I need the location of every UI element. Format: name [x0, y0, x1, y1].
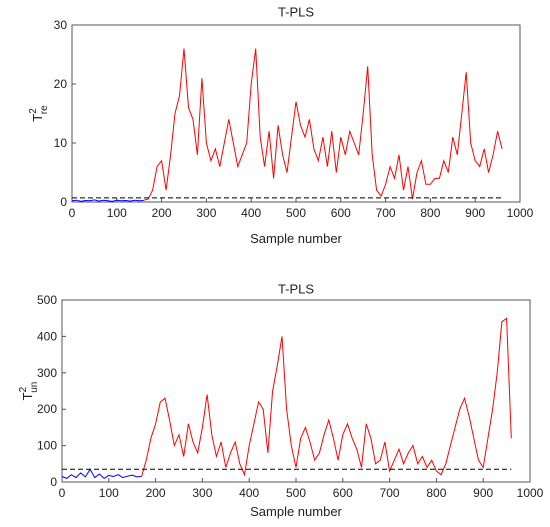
x-tick-label: 0: [59, 486, 66, 500]
y-tick-label: 200: [37, 402, 57, 416]
chart-title: T-PLS: [278, 4, 314, 19]
y-tick-label: 30: [54, 18, 68, 32]
x-tick-label: 800: [426, 486, 446, 500]
x-tick-label: 100: [107, 206, 127, 220]
x-tick-label: 1000: [517, 486, 544, 500]
y-tick-label: 20: [54, 77, 68, 91]
y-tick-label: 300: [37, 366, 57, 380]
x-axis-label: Sample number: [250, 231, 342, 246]
y-label-sup: 2: [18, 386, 29, 392]
x-tick-label: 700: [380, 486, 400, 500]
x-tick-label: 900: [465, 206, 485, 220]
y-label-sub: un: [29, 382, 40, 393]
x-tick-label: 600: [333, 486, 353, 500]
x-tick-label: 400: [241, 206, 261, 220]
y-label-sub: re: [39, 105, 50, 114]
data-line: [141, 317, 512, 477]
y-tick-label: 500: [37, 293, 57, 307]
y-tick-label: 0: [60, 195, 67, 209]
data-line: [71, 199, 144, 202]
x-tick-label: 1000: [507, 206, 534, 220]
y-tick-label: 10: [54, 136, 68, 150]
x-tick-label: 600: [331, 206, 351, 220]
x-tick-label: 500: [286, 486, 306, 500]
x-tick-label: 300: [192, 486, 212, 500]
y-label-main: T: [20, 392, 35, 400]
data-line: [143, 48, 503, 201]
x-tick-label: 100: [99, 486, 119, 500]
y-label-main: T: [30, 114, 45, 122]
plot-area: [61, 299, 531, 483]
y-axis-label: T2un: [18, 382, 40, 401]
y-label-sup: 2: [28, 108, 39, 114]
x-axis-label: Sample number: [250, 504, 342, 519]
x-tick-label: 700: [376, 206, 396, 220]
y-tick-label: 400: [37, 329, 57, 343]
x-tick-label: 400: [239, 486, 259, 500]
x-tick-label: 500: [286, 206, 306, 220]
x-tick-label: 200: [152, 206, 172, 220]
y-axis-label: T2re: [28, 105, 50, 122]
x-tick-label: 300: [196, 206, 216, 220]
data-line: [61, 468, 142, 480]
x-tick-label: 0: [69, 206, 76, 220]
plot-area: [71, 24, 521, 203]
chart-title: T-PLS: [278, 281, 314, 296]
x-tick-label: 800: [420, 206, 440, 220]
x-tick-label: 200: [146, 486, 166, 500]
x-tick-label: 900: [473, 486, 493, 500]
y-tick-label: 100: [37, 439, 57, 453]
y-tick-label: 0: [50, 475, 57, 489]
